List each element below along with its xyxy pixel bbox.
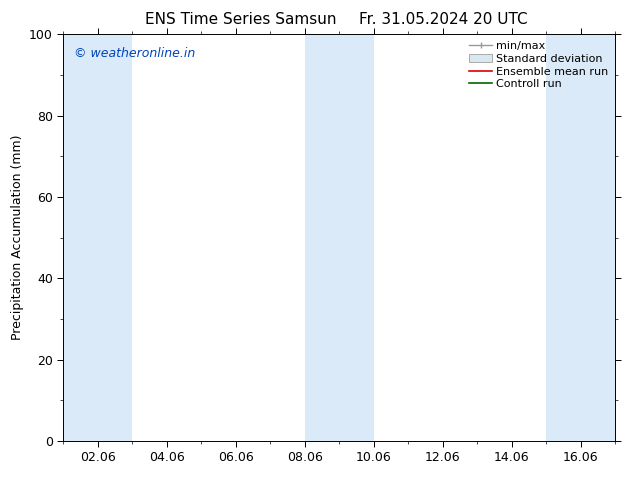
- Bar: [546, 34, 615, 441]
- Text: Fr. 31.05.2024 20 UTC: Fr. 31.05.2024 20 UTC: [359, 12, 528, 27]
- Bar: [63, 34, 133, 441]
- Y-axis label: Precipitation Accumulation (mm): Precipitation Accumulation (mm): [11, 135, 23, 341]
- Text: ENS Time Series Samsun: ENS Time Series Samsun: [145, 12, 337, 27]
- Bar: [305, 34, 373, 441]
- Legend: min/max, Standard deviation, Ensemble mean run, Controll run: min/max, Standard deviation, Ensemble me…: [465, 37, 612, 94]
- Text: © weatheronline.in: © weatheronline.in: [74, 47, 196, 59]
